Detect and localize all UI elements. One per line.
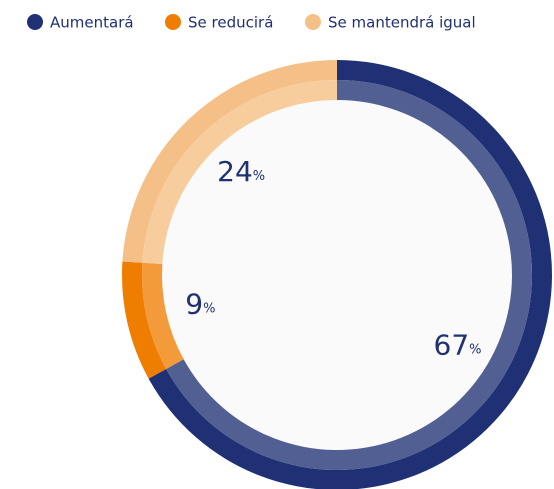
legend-marker — [305, 14, 321, 30]
data-label-unit: % — [203, 301, 215, 316]
legend-label: Se mantendrá igual — [328, 14, 476, 32]
donut-segment-inner — [141, 262, 184, 369]
data-label: 67% — [434, 328, 482, 361]
data-label-value: 9 — [185, 288, 203, 321]
legend-marker — [27, 14, 43, 30]
data-label-unit: % — [253, 168, 265, 183]
data-label: 24% — [217, 155, 265, 188]
data-label: 9% — [185, 288, 215, 321]
donut-hole — [162, 100, 512, 450]
legend-label: Aumentará — [50, 14, 134, 32]
legend-label: Se reducirá — [188, 14, 273, 32]
donut-segment-inner — [142, 80, 337, 265]
legend-marker — [165, 14, 181, 30]
data-label-value: 24 — [217, 155, 253, 188]
donut-segment — [122, 60, 337, 263]
data-label-value: 67 — [434, 328, 470, 361]
data-label-unit: % — [469, 342, 481, 357]
donut-segment — [122, 261, 167, 379]
